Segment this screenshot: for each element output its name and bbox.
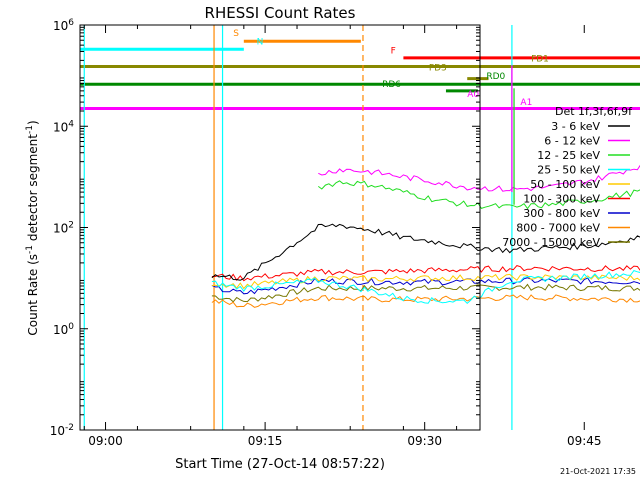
- y-axis-label-sup2: -1: [25, 125, 35, 134]
- legend-entry-label: 3 - 6 keV: [551, 120, 600, 133]
- flag-label-fd3: FD3: [429, 64, 447, 74]
- y-axis-label-sup1: -1: [25, 245, 35, 254]
- flag-label-f: F: [391, 46, 396, 56]
- series-line: [211, 223, 640, 281]
- series-line: [211, 277, 640, 295]
- flag-label-a0: A0: [467, 90, 479, 100]
- legend-entry-label: 12 - 25 keV: [537, 149, 600, 162]
- legend-entry-label: 7000 - 15000 keV: [502, 236, 600, 249]
- series-line: [211, 270, 640, 304]
- legend-entry-label: 50 - 100 keV: [530, 178, 600, 191]
- y-axis-label: Count Rate (s-1 detector segment-1): [25, 120, 40, 335]
- x-tick-label: 09:00: [88, 434, 123, 448]
- y-axis-label-mid: detector segment: [26, 134, 40, 245]
- flag-label-a1: A1: [520, 98, 532, 108]
- series-line: [211, 273, 640, 290]
- flag-label-s: S: [233, 29, 239, 39]
- axes-layer: 09:0009:1509:3009:4510:0010:1510:3010-21…: [50, 18, 602, 448]
- x-tick-label: 09:30: [407, 434, 442, 448]
- legend-entry-label: 800 - 7000 keV: [516, 222, 600, 235]
- legend-title: Det 1f,3f,6f,9f: [555, 105, 633, 118]
- legend-entry-label: 300 - 800 keV: [523, 207, 600, 220]
- x-tick-label: 09:45: [567, 434, 602, 448]
- series-line: [211, 294, 640, 308]
- y-tick-label: 10-2: [50, 423, 74, 438]
- series-line: [318, 164, 640, 192]
- y-axis-label-main: Count Rate (s: [26, 254, 40, 336]
- series-layer: [211, 65, 640, 308]
- flag-label-n: N: [257, 37, 264, 47]
- footer-timestamp: 21-Oct-2021 17:35: [560, 467, 636, 476]
- series-line: [211, 265, 640, 282]
- legend-entry-label: 6 - 12 keV: [544, 135, 600, 148]
- x-axis-label: Start Time (27-Oct-14 08:57:22): [175, 457, 385, 472]
- plot-frame: [79, 24, 481, 431]
- y-tick-label: 104: [53, 119, 74, 134]
- x-tick-label: 09:15: [248, 434, 283, 448]
- y-tick-label: 106: [53, 18, 74, 33]
- y-axis-label-end: ): [26, 120, 40, 125]
- flag-label-rd6: RD6: [382, 80, 401, 90]
- legend-entry-label: 25 - 50 keV: [537, 164, 600, 177]
- y-tick-label: 102: [53, 221, 74, 236]
- flag-label-fd1: FD1: [531, 54, 549, 64]
- chart-title: RHESSI Count Rates: [205, 4, 356, 22]
- series-line: [318, 180, 640, 210]
- legend-entry-label: 100 - 300 keV: [523, 193, 600, 206]
- series-line: [211, 283, 640, 303]
- y-tick-label: 100: [53, 322, 74, 337]
- flag-label-rd0: RD0: [486, 72, 505, 82]
